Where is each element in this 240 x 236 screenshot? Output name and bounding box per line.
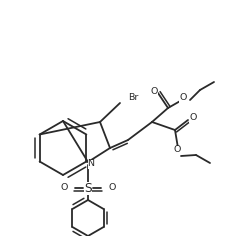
Text: S: S	[84, 181, 92, 194]
Text: O: O	[173, 146, 181, 155]
Text: O: O	[179, 93, 187, 102]
Text: N: N	[88, 160, 95, 169]
Text: O: O	[60, 184, 68, 193]
Text: O: O	[150, 87, 158, 96]
Text: Br: Br	[128, 93, 138, 101]
Text: O: O	[189, 114, 197, 122]
Text: O: O	[108, 184, 116, 193]
